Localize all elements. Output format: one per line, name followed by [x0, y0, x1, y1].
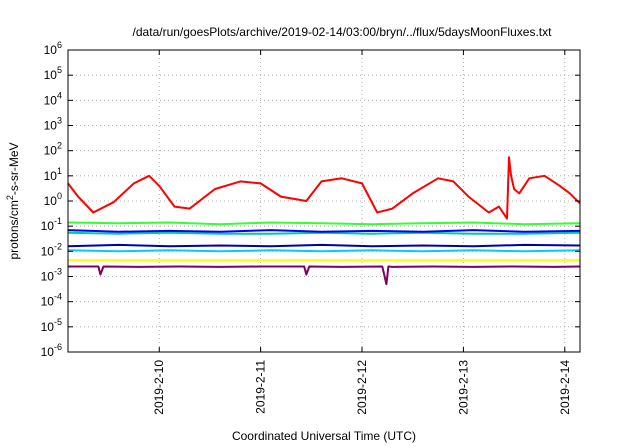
y-tick-label: 105 [44, 65, 62, 82]
y-tick-label: 100 [44, 191, 62, 208]
x-axis-ticks: 2019-2-10 2019-2-11 2019-2-12 2019-2-13 2019… [152, 50, 572, 415]
y-tick-label: 101 [44, 166, 62, 183]
y-tick-label: 104 [44, 90, 62, 107]
chart-title: /data/run/goesPlots/archive/2019-02-14/0… [133, 25, 553, 39]
y-tick-label: 10-6 [41, 342, 62, 359]
series-line-4 [67, 243, 581, 248]
y-tick-label: 10-2 [41, 241, 62, 258]
x-tick-label: 2019-2-11 [254, 360, 268, 414]
grid [68, 50, 580, 352]
y-tick-label: 106 [44, 40, 62, 57]
series-line-0 [67, 156, 581, 220]
y-axis-ticks: 10-6 10-5 10-4 10-3 10-2 10-1 100 101 102 103 104 1… [41, 40, 580, 359]
series-line-5 [67, 249, 581, 253]
x-tick-label: 2019-2-14 [558, 360, 572, 415]
y-tick-label: 102 [44, 141, 62, 158]
y-tick-label: 10-5 [41, 317, 62, 334]
x-axis-label: Coordinated Universal Time (UTC) [232, 429, 416, 443]
series-line-3 [67, 229, 581, 233]
y-tick-label: 10-1 [41, 216, 62, 233]
series-line-7 [68, 265, 581, 286]
series-line-2 [67, 231, 581, 235]
x-tick-label: 2019-2-13 [456, 360, 470, 415]
y-tick-label: 10-4 [41, 292, 62, 309]
y-tick-label: 103 [44, 116, 62, 133]
series-layer [67, 156, 581, 286]
x-tick-label: 2019-2-12 [355, 360, 369, 415]
series-line-1 [67, 221, 581, 226]
x-tick-label: 2019-2-10 [152, 360, 166, 415]
y-axis-label: protons/cm2-s-sr-MeV [5, 142, 21, 259]
y-tick-label: 10-3 [41, 267, 62, 284]
